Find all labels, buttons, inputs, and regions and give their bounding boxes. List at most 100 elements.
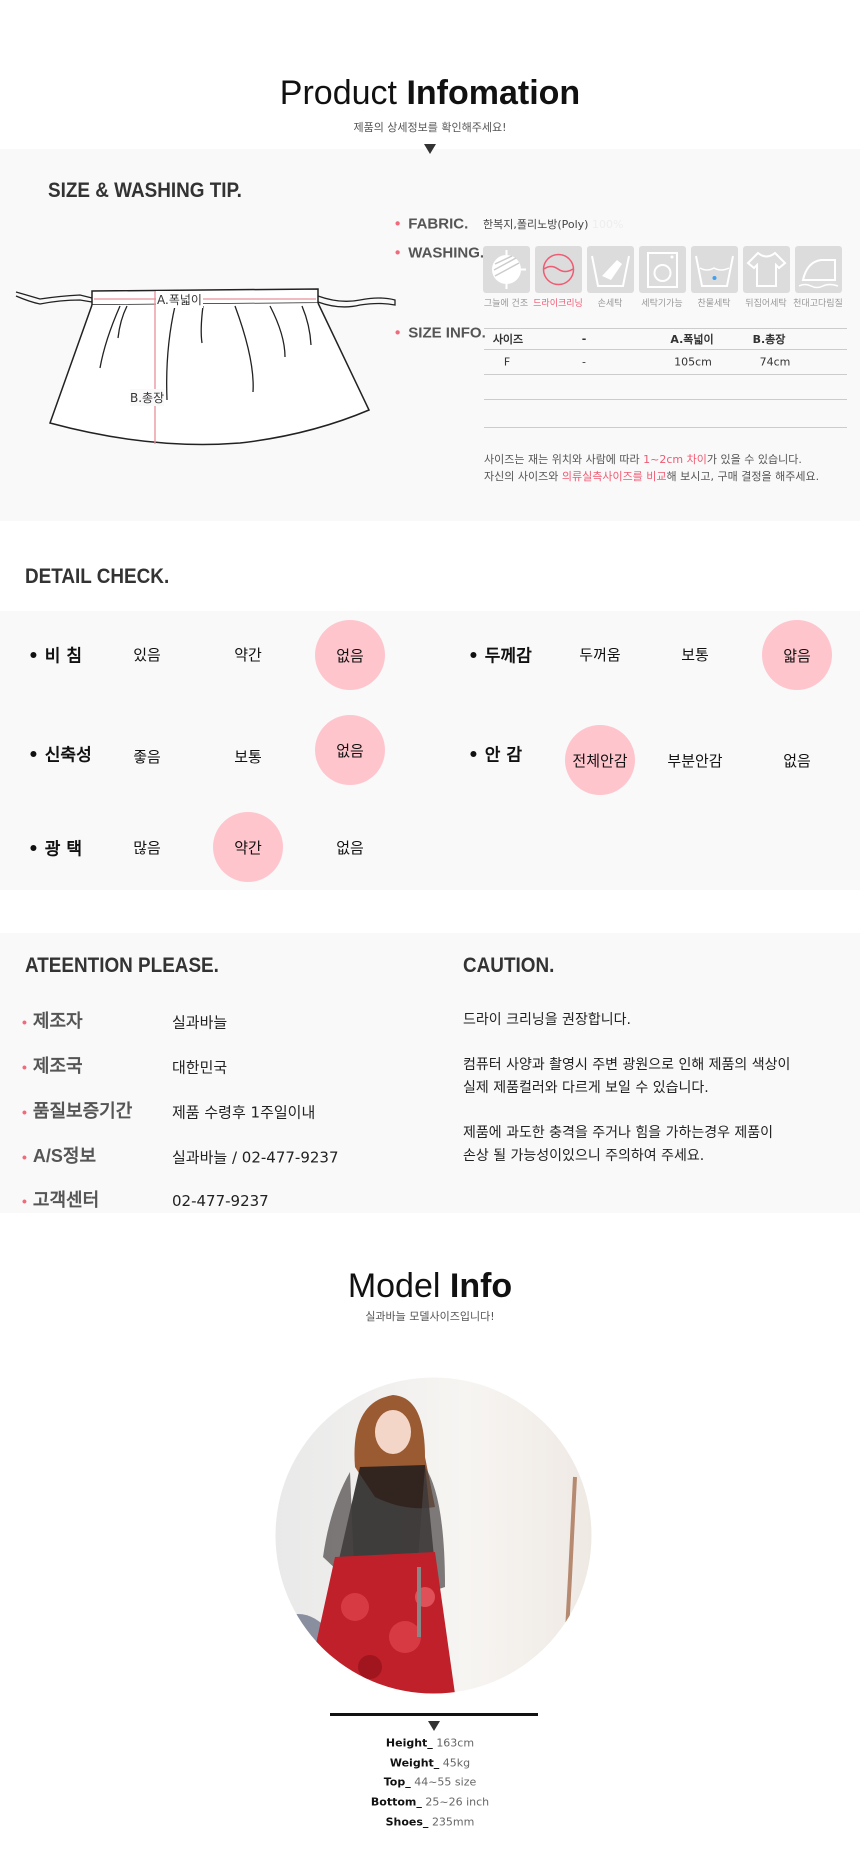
detail-option: 전체안감 <box>565 725 635 795</box>
down-arrow-icon <box>428 1721 440 1731</box>
washing-label-machine: 세탁기가능 <box>641 299 683 309</box>
page-title: Product Infomation <box>0 74 860 113</box>
fabric-percent: 100% <box>591 218 624 231</box>
caution-line: 제품에 과도한 충격을 주거나 힘을 가하는경우 제품이 <box>463 1125 774 1141</box>
fabric-label: FABRIC. <box>395 216 468 233</box>
hand-wash-icon <box>587 246 634 293</box>
detail-option: 약간 <box>234 645 262 664</box>
detail-label: 광 택 <box>28 835 82 860</box>
table-header: A.폭넓이 <box>670 333 714 346</box>
attention-value: 실과바늘 / 02-477-9237 <box>172 1148 339 1167</box>
note-highlight: 의류실측사이즈를 비교 <box>561 470 667 483</box>
caution-line: 손상 될 가능성이있으니 주의하여 주세요. <box>463 1148 705 1164</box>
attention-value: 제품 수령후 1주일이내 <box>172 1103 316 1122</box>
model-info-title: Model Info <box>0 1267 860 1306</box>
title-light: Model <box>347 1267 441 1305</box>
washing-label: WASHING. <box>395 245 484 262</box>
attention-section <box>0 933 860 1213</box>
note-text: 사이즈는 재는 위치와 사람에 따라 <box>484 453 644 466</box>
table-divider <box>484 349 847 350</box>
inside-out-wash-icon <box>743 246 790 293</box>
attention-label: 고객센터 <box>22 1186 99 1212</box>
length-label: B.총장 <box>130 389 165 406</box>
spec-value: 44~55 size <box>414 1775 477 1789</box>
dry-clean-icon <box>535 246 582 293</box>
iron-with-cloth-icon <box>795 246 842 293</box>
detail-label: 안 감 <box>468 741 522 766</box>
spec-value: 163cm <box>436 1736 475 1750</box>
size-info-label: SIZE INFO. <box>395 325 486 342</box>
caution-title: CAUTION. <box>463 954 555 977</box>
table-cell: F <box>503 355 511 369</box>
detail-option: 있음 <box>133 645 161 664</box>
table-header: B.총장 <box>752 333 786 346</box>
detail-option: 부분안감 <box>667 751 723 770</box>
table-divider <box>484 374 847 375</box>
table-cell: 74cm <box>759 355 791 369</box>
detail-option: 두꺼움 <box>579 645 621 664</box>
note-text: 가 있을 수 있습니다. <box>706 453 802 466</box>
attention-value: 02-477-9237 <box>172 1192 269 1210</box>
attention-title: ATEENTION PLEASE. <box>25 954 219 977</box>
model-photo <box>275 1377 592 1694</box>
spec-value: 45kg <box>442 1756 471 1770</box>
spec-label: Bottom_ <box>370 1795 422 1809</box>
washing-label-cold: 찬물세탁 <box>697 299 731 309</box>
model-spec: Weight_ 45kg <box>0 1756 860 1769</box>
model-spec: Shoes_ 235mm <box>0 1815 860 1828</box>
model-spec: Height_ 163cm <box>0 1737 860 1750</box>
size-note-2: 자신의 사이즈와 의류실측사이즈를 비교해 보시고, 구매 결정을 해주세요. <box>484 468 819 484</box>
width-label: A.폭넓이 <box>156 291 203 308</box>
attention-value: 대한민국 <box>172 1058 228 1077</box>
detail-option: 없음 <box>336 838 364 857</box>
detail-label: 두께감 <box>468 642 532 667</box>
attention-label: 제조국 <box>22 1052 83 1078</box>
spec-label: Height_ <box>385 1736 433 1750</box>
table-divider <box>484 328 847 329</box>
model-info-subtitle: 실과바늘 모델사이즈입니다! <box>365 1310 495 1323</box>
caution-line: 컴퓨터 사양과 촬영시 주변 광원으로 인해 제품의 색상이 <box>463 1057 791 1073</box>
page-subtitle: 제품의 상세정보를 확인해주세요! <box>353 121 507 134</box>
caution-line: 실제 제품컬러와 다르게 보일 수 있습니다. <box>463 1080 709 1096</box>
attention-value: 실과바늘 <box>172 1013 228 1032</box>
size-washing-title: SIZE & WASHING TIP. <box>48 179 242 202</box>
washing-label-dry-clean: 드라이크리닝 <box>533 299 583 309</box>
table-divider <box>484 399 847 400</box>
spec-label: Top_ <box>383 1775 411 1789</box>
table-cell: - <box>582 355 586 369</box>
spec-value: 235mm <box>431 1815 475 1829</box>
note-text: 해 보시고, 구매 결정을 해주세요. <box>666 470 820 483</box>
note-highlight: 1~2cm 차이 <box>643 453 707 466</box>
table-cell: 105cm <box>674 355 712 369</box>
detail-option: 보통 <box>234 747 262 766</box>
title-bold: Info <box>449 1267 513 1305</box>
spec-value: 25~26 inch <box>425 1795 490 1809</box>
table-header: - <box>581 332 587 346</box>
washing-label-shade-dry: 그늘에 건조 <box>483 299 529 309</box>
detail-option: 보통 <box>681 645 709 664</box>
detail-option: 많음 <box>133 838 161 857</box>
table-header: 사이즈 <box>492 333 524 346</box>
model-spec: Bottom_ 25~26 inch <box>0 1796 860 1809</box>
detail-option: 없음 <box>315 620 385 690</box>
shade-dry-icon <box>483 246 530 293</box>
detail-option: 약간 <box>213 812 283 882</box>
attention-label: 품질보증기간 <box>22 1097 132 1123</box>
spec-label: Shoes_ <box>385 1815 429 1829</box>
washing-label-hand-wash: 손세탁 <box>597 299 623 309</box>
detail-option: 얇음 <box>762 620 832 690</box>
attention-label: A/S정보 <box>22 1142 96 1168</box>
detail-label: 신축성 <box>28 741 92 766</box>
machine-wash-icon <box>639 246 686 293</box>
detail-check-title: DETAIL CHECK. <box>25 565 170 588</box>
model-spec: Top_ 44~55 size <box>0 1776 860 1789</box>
fabric-text: 한복지,폴리노방(Poly) <box>483 218 589 231</box>
detail-option: 없음 <box>783 751 811 770</box>
down-arrow-icon <box>424 144 436 154</box>
washing-label-iron: 천대고다림질 <box>793 299 843 309</box>
model-divider <box>330 1713 538 1716</box>
cold-wash-icon <box>691 246 738 293</box>
detail-label: 비 침 <box>28 642 82 667</box>
washing-label-inside-out: 뒤집어세탁 <box>745 299 787 309</box>
caution-line: 드라이 크리닝을 권장합니다. <box>463 1012 631 1028</box>
